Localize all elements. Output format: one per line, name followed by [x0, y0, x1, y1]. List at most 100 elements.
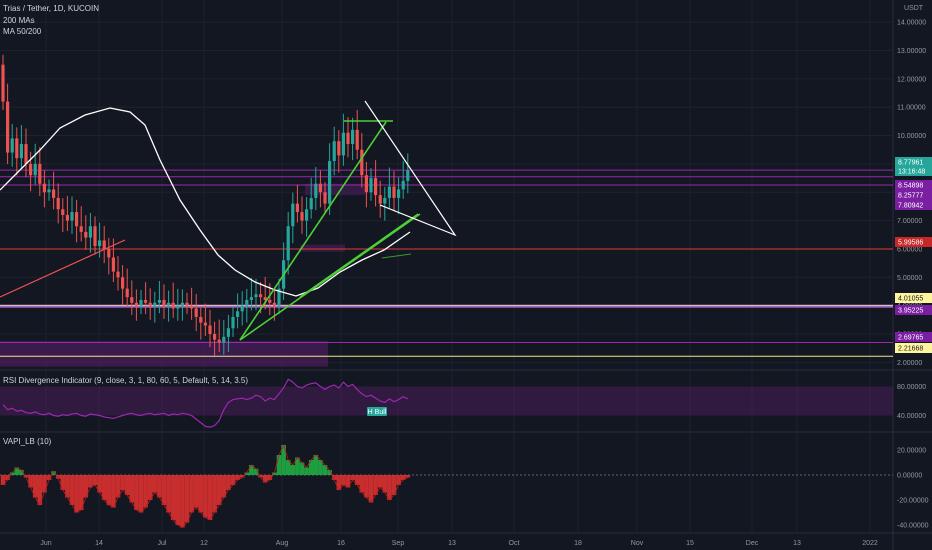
price-label-text: 8.25777	[898, 193, 923, 200]
candle-body	[139, 299, 143, 306]
candle-body	[387, 186, 391, 198]
time-tick-label: 13	[793, 540, 801, 547]
vapi-bar	[147, 475, 153, 500]
vapi-bar	[327, 470, 332, 475]
candle-body	[203, 322, 207, 326]
candle-body	[65, 214, 69, 221]
red-trendline	[0, 239, 126, 298]
vapi-bar	[272, 472, 277, 475]
time-tick-label: Oct	[509, 540, 520, 547]
candle-body	[217, 339, 221, 343]
candle-body	[383, 197, 387, 204]
ma-legend-2[interactable]: MA 50/200	[3, 27, 42, 36]
vapi-bar	[138, 475, 144, 513]
candle-body	[318, 183, 322, 193]
vapi-bar	[129, 475, 135, 503]
rsi-tick-label: 80.00000	[897, 384, 926, 391]
vapi-bar	[364, 475, 369, 498]
candle-body	[56, 197, 60, 210]
price-label-box	[895, 293, 932, 303]
time-tick-label: 13	[448, 540, 456, 547]
candle-body	[47, 189, 51, 193]
rsi-panel: 80.00000 40.00000 H Bull	[0, 378, 926, 428]
moving-average-line	[0, 107, 411, 297]
vapi-bar	[5, 475, 10, 480]
vapi-bar	[359, 475, 365, 493]
vapi-bar	[221, 475, 227, 498]
vapi-bar	[373, 475, 378, 495]
candle-body	[116, 271, 120, 278]
vapi-bar	[180, 475, 185, 528]
vapi-bar	[32, 475, 38, 498]
vapi-bar	[65, 475, 70, 498]
candle-body	[254, 294, 258, 298]
candle-body	[121, 277, 125, 289]
green-trendline	[239, 213, 421, 341]
price-tick-label: 2.00000	[897, 360, 922, 367]
candle-body	[378, 195, 382, 204]
price-tick-label: 11.00000	[897, 105, 926, 112]
candle-body	[300, 212, 304, 221]
vapi-bar	[92, 475, 98, 485]
candle-body	[272, 302, 276, 306]
rsi-title[interactable]: RSI Divergence Indicator (9, close, 3, 1…	[3, 376, 249, 385]
time-tick-label: Sep	[392, 540, 405, 547]
zone-rectangles	[0, 183, 365, 367]
candle-body	[130, 297, 134, 303]
green-trendline	[239, 121, 387, 341]
vapi-bar	[46, 475, 52, 480]
price-label-box	[895, 237, 932, 247]
candle-body	[231, 316, 235, 329]
candle-body	[314, 183, 318, 198]
vapi-bar	[400, 475, 406, 480]
price-label-text: 5.99586	[898, 240, 923, 247]
vapi-title[interactable]: VAPI_LB (10)	[3, 437, 52, 446]
time-tick-label: Nov	[631, 540, 644, 547]
ma-legend-1[interactable]: 200 MAs	[3, 16, 35, 25]
vapi-bar	[134, 475, 139, 510]
candle-body	[369, 178, 373, 193]
vapi-bar	[111, 475, 116, 508]
price-tick-label: 5.00000	[897, 275, 922, 282]
candle-body	[374, 178, 378, 196]
white-wedge	[364, 100, 457, 237]
rsi-line	[2, 378, 409, 428]
vapi-bar	[60, 475, 66, 490]
candle-body	[84, 231, 88, 238]
candle-body	[162, 299, 166, 306]
vapi-bar	[387, 475, 392, 500]
vapi-bar	[299, 462, 305, 475]
candle-body	[102, 240, 106, 249]
price-tick-label: 6.00000	[897, 246, 922, 253]
candle-body	[190, 305, 194, 309]
vapi-bar	[285, 460, 291, 475]
candle-body	[6, 101, 10, 153]
vapi-bar	[42, 475, 47, 493]
price-label-text: 13:16:48	[898, 169, 925, 176]
vapi-bar	[313, 455, 319, 475]
vapi-bar	[124, 475, 130, 495]
h-bull-badge	[367, 407, 387, 416]
time-tick-label: Jul	[158, 540, 167, 547]
symbol-title[interactable]: Trias / Tether, 1D, KUCOIN	[3, 4, 100, 13]
candle-body	[176, 305, 180, 309]
rsi-band	[0, 386, 893, 416]
time-tick-label: Dec	[746, 540, 759, 547]
candle-body	[406, 170, 410, 181]
vapi-bar	[212, 475, 217, 513]
candle-body	[167, 302, 171, 306]
vapi-bar	[170, 475, 176, 520]
candle-body	[194, 308, 198, 317]
candle-body	[185, 302, 189, 306]
candle-body	[144, 299, 148, 303]
vapi-bar	[322, 465, 328, 475]
vapi-bar	[14, 467, 20, 475]
candle-body	[111, 257, 115, 272]
price-label-text: 4.01055	[898, 296, 923, 303]
candle-body	[295, 203, 299, 213]
candle-body	[268, 299, 272, 303]
vapi-bar	[28, 475, 33, 488]
candle-body	[38, 163, 42, 184]
h-bull-label: H Bull	[368, 409, 387, 416]
